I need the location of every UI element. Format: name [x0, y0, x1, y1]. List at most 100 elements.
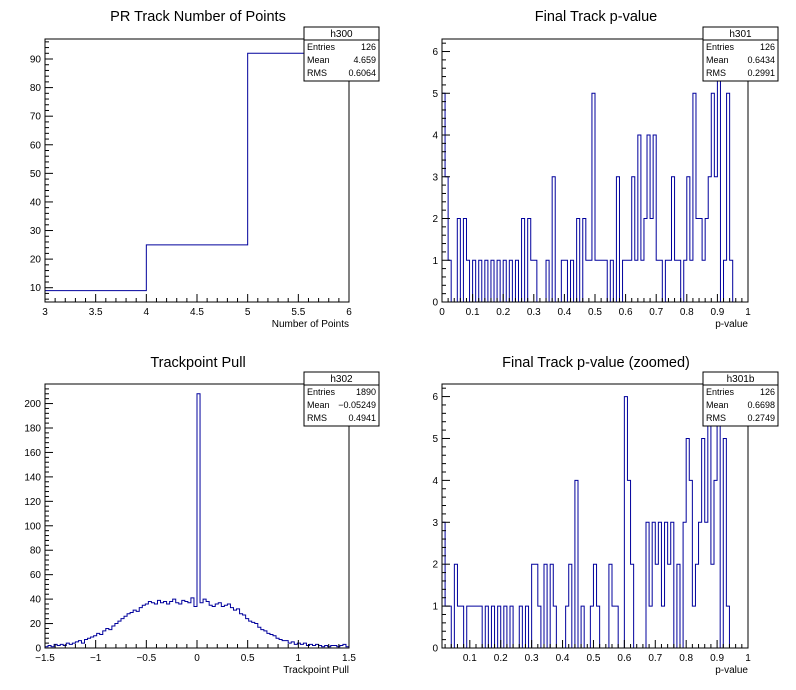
histogram-series	[441, 51, 748, 303]
x-tick-label: 4.5	[190, 307, 204, 318]
stats-box: h301b Entries 126 Mean 0.6698 RMS 0.2749	[702, 371, 779, 427]
y-tick-label: 60	[30, 570, 42, 581]
stats-box: h301 Entries 126 Mean 0.6434 RMS 0.2991	[702, 26, 779, 82]
y-tick-label: 6	[432, 392, 438, 403]
stats-mean-label: Mean	[307, 400, 330, 410]
x-tick-label: 0.7	[648, 653, 662, 664]
stats-rms-value: 0.4941	[348, 413, 376, 423]
x-tick-label: 0.8	[680, 307, 694, 318]
stats-entries-value: 126	[760, 42, 775, 52]
x-tick-label: −1	[90, 653, 102, 664]
y-tick-label: 140	[24, 472, 41, 483]
y-tick-label: 40	[30, 595, 42, 606]
stats-rms-label: RMS	[706, 413, 726, 423]
stats-rms-label: RMS	[307, 413, 327, 423]
y-tick-label: 70	[30, 112, 42, 123]
stats-name: h302	[330, 374, 353, 385]
plot-frame	[44, 38, 350, 303]
histogram-series	[44, 393, 350, 648]
x-tick-label: 0.1	[466, 307, 480, 318]
stats-box: h302 Entries 1890 Mean −0.05249 RMS 0.4941	[303, 371, 380, 427]
stats-entries-label: Entries	[706, 387, 735, 397]
stats-entries-label: Entries	[706, 42, 735, 52]
y-tick-label: 40	[30, 197, 42, 208]
stats-mean-label: Mean	[706, 55, 729, 65]
y-tick-label: 80	[30, 83, 42, 94]
x-tick-label: 0.3	[525, 653, 539, 664]
x-tick-label: −1.5	[35, 653, 55, 664]
y-tick-label: 2	[432, 560, 438, 571]
stats-box-frame	[303, 26, 380, 82]
stats-entries-value: 126	[361, 42, 376, 52]
y-tick-label: 120	[24, 497, 41, 508]
x-tick-label: 1	[745, 653, 751, 664]
y-tick-label: 80	[30, 546, 42, 557]
x-tick-label: 1	[296, 653, 302, 664]
x-tick-label: 0.6	[617, 653, 631, 664]
stats-mean-value: 0.6434	[747, 55, 775, 65]
chart-title: Trackpoint Pull	[150, 355, 245, 371]
stats-box-frame	[702, 26, 779, 82]
stats-box: h300 Entries 126 Mean 4.659 RMS 0.6064	[303, 26, 380, 82]
x-tick-label: 5	[245, 307, 251, 318]
x-tick-label: 0.4	[556, 653, 570, 664]
stats-rms-value: 0.2991	[747, 68, 775, 78]
y-tick-label: 20	[30, 255, 42, 266]
stats-rms-value: 0.6064	[348, 68, 376, 78]
stats-mean-label: Mean	[706, 400, 729, 410]
x-tick-label: 1.5	[342, 653, 356, 664]
x-tick-label: 0.2	[496, 307, 510, 318]
histogram-panel-2: Trackpoint Pull −1.5 −1 −0.5 0 0.5 1 1.5 0 20 40 60…	[24, 355, 380, 676]
x-tick-label: 0.5	[587, 653, 601, 664]
stats-mean-value: −0.05249	[338, 400, 376, 410]
x-tick-label: 3.5	[89, 307, 103, 318]
y-tick-label: 10	[30, 283, 42, 294]
x-tick-label: 4	[144, 307, 150, 318]
y-tick-label: 160	[24, 448, 41, 459]
y-tick-label: 3	[432, 172, 438, 183]
x-tick-label: 0.9	[710, 653, 724, 664]
histogram-panel-1: Final Track p-value 0 0.1 0.2 0.3 0.4 0.5 0.6 0.…	[432, 9, 779, 330]
stats-box-frame	[702, 371, 779, 427]
x-tick-label: 6	[346, 307, 352, 318]
y-tick-label: 180	[24, 424, 41, 435]
x-tick-label: 0.6	[619, 307, 633, 318]
x-tick-label: 5.5	[291, 307, 305, 318]
stats-mean-label: Mean	[307, 55, 330, 65]
y-tick-label: 200	[24, 399, 41, 410]
stats-entries-label: Entries	[307, 42, 336, 52]
x-tick-label: 0.7	[649, 307, 663, 318]
stats-mean-value: 0.6698	[747, 400, 775, 410]
stats-name: h300	[330, 29, 353, 40]
y-tick-label: 1	[432, 256, 438, 267]
x-tick-label: 0.3	[527, 307, 541, 318]
y-tick-label: 4	[432, 131, 438, 142]
y-tick-label: 50	[30, 169, 42, 180]
x-tick-label: −0.5	[136, 653, 156, 664]
stats-box-frame	[303, 371, 380, 427]
x-tick-label: 0	[439, 307, 445, 318]
x-axis-label: p-value	[715, 319, 748, 330]
x-tick-label: 0.8	[679, 653, 693, 664]
y-tick-label: 60	[30, 140, 42, 151]
y-tick-label: 100	[24, 521, 41, 532]
y-tick-label: 6	[432, 47, 438, 58]
stats-rms-label: RMS	[307, 68, 327, 78]
y-tick-label: 0	[432, 644, 438, 655]
stats-name: h301	[729, 29, 752, 40]
histogram-series	[441, 396, 748, 649]
x-tick-label: 0.5	[588, 307, 602, 318]
x-tick-label: 0	[194, 653, 200, 664]
x-tick-label: 0.2	[494, 653, 508, 664]
x-axis-label: Trackpoint Pull	[283, 665, 349, 676]
stats-rms-value: 0.2749	[747, 413, 775, 423]
y-tick-label: 30	[30, 226, 42, 237]
stats-name: h301b	[727, 374, 755, 385]
y-tick-label: 2	[432, 214, 438, 225]
y-tick-label: 1	[432, 602, 438, 613]
stats-mean-value: 4.659	[353, 55, 376, 65]
x-tick-label: 3	[42, 307, 48, 318]
stats-entries-value: 126	[760, 387, 775, 397]
chart-title: Final Track p-value	[535, 9, 658, 25]
y-tick-label: 90	[30, 55, 42, 66]
